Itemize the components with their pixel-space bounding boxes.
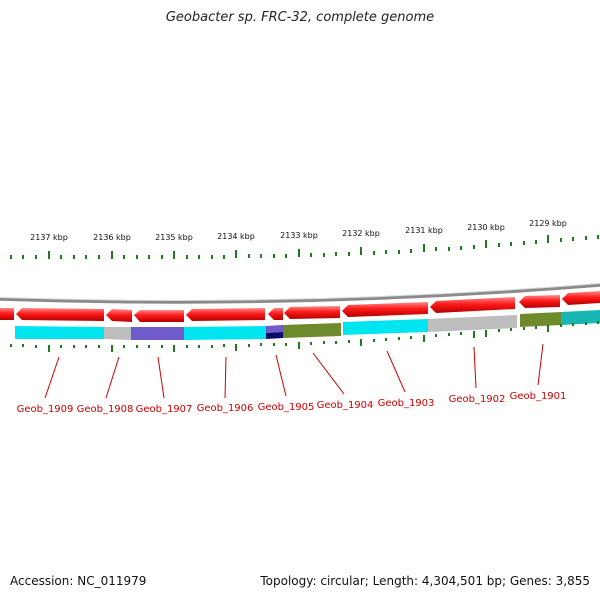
gene-label[interactable]: Geob_1907 <box>136 404 193 415</box>
gene-labels: Geob_1909 Geob_1908 Geob_1907 Geob_1906 … <box>17 391 567 415</box>
gene-arrow[interactable] <box>519 295 560 308</box>
kbp-label: 2133 kbp <box>280 231 318 240</box>
gene-label[interactable]: Geob_1905 <box>258 402 315 413</box>
kbp-label: 2132 kbp <box>342 229 380 238</box>
forward-strand-genes <box>0 291 600 322</box>
accession-text: Accession: NC_011979 <box>10 574 147 588</box>
gene-block[interactable] <box>266 332 283 339</box>
kbp-label: 2129 kbp <box>529 219 567 228</box>
label-leaders <box>44 343 544 399</box>
gene-block[interactable] <box>283 323 341 338</box>
gene-arrow[interactable] <box>16 308 104 321</box>
kbp-label: 2134 kbp <box>217 232 255 241</box>
gene-arrow[interactable] <box>268 308 283 320</box>
gene-arrow[interactable] <box>134 310 184 322</box>
gene-block[interactable] <box>520 312 561 327</box>
gene-block[interactable] <box>104 327 131 340</box>
gene-block[interactable] <box>266 325 283 333</box>
genome-summary-text: Topology: circular; Length: 4,304,501 bp… <box>260 574 590 588</box>
kbp-label: 2131 kbp <box>405 226 443 235</box>
kbp-scale: 2137 kbp 2136 kbp 2135 kbp 2134 kbp 2133… <box>30 219 567 242</box>
category-blocks <box>15 310 600 340</box>
gene-label[interactable]: Geob_1909 <box>17 404 74 415</box>
gene-arrow[interactable] <box>186 308 265 321</box>
gene-label[interactable]: Geob_1903 <box>378 398 435 409</box>
gene-arrow[interactable] <box>342 302 428 317</box>
gene-block[interactable] <box>561 310 600 325</box>
gene-block[interactable] <box>15 326 104 339</box>
gene-arrow[interactable] <box>284 306 340 319</box>
genome-title: Geobacter sp. FRC-32, complete genome <box>165 10 435 25</box>
gene-label[interactable]: Geob_1901 <box>510 391 567 402</box>
gene-block[interactable] <box>184 326 266 340</box>
gene-arrow[interactable] <box>0 308 14 320</box>
inner-ticks <box>10 321 599 352</box>
gene-arrow[interactable] <box>562 291 600 305</box>
gene-arrow[interactable] <box>430 297 515 313</box>
outer-ticks <box>10 235 599 259</box>
genome-backbone <box>0 283 600 304</box>
gene-arrow[interactable] <box>106 309 132 322</box>
gene-block[interactable] <box>131 327 184 340</box>
kbp-label: 2130 kbp <box>467 223 505 232</box>
kbp-label: 2136 kbp <box>93 233 131 242</box>
gene-label[interactable]: Geob_1904 <box>317 400 374 411</box>
gene-label[interactable]: Geob_1908 <box>77 404 134 415</box>
kbp-label: 2135 kbp <box>155 233 193 242</box>
gene-label[interactable]: Geob_1902 <box>449 394 506 405</box>
gene-block[interactable] <box>428 315 517 332</box>
kbp-label: 2137 kbp <box>30 233 68 242</box>
gene-block[interactable] <box>343 319 428 335</box>
gene-label[interactable]: Geob_1906 <box>197 403 254 414</box>
